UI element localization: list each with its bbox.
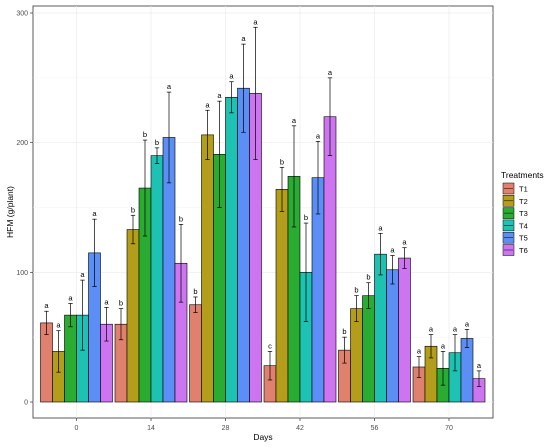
significance-letter: a	[441, 341, 446, 350]
x-tick-label: 42	[296, 425, 304, 432]
significance-letter: a	[292, 116, 297, 125]
bar-T3-day-0	[64, 314, 77, 403]
significance-letter: a	[217, 91, 222, 100]
significance-letter: a	[417, 347, 422, 356]
significance-letter: a	[328, 68, 333, 77]
significance-letter: b	[354, 286, 358, 295]
bar-T2-day-28	[201, 134, 214, 403]
significance-letter: a	[253, 17, 258, 26]
legend-label-T5: T5	[519, 234, 528, 243]
x-tick-label: 0	[75, 425, 79, 432]
significance-letter: a	[92, 209, 97, 218]
significance-letter: b	[131, 205, 135, 214]
y-tick-label: 0	[24, 400, 28, 407]
significance-letter: a	[167, 82, 172, 91]
x-tick-label: 14	[147, 425, 155, 432]
x-axis-title: Days	[253, 432, 272, 442]
significance-letter: a	[477, 361, 482, 370]
significance-letter: a	[44, 301, 49, 310]
y-tick-label: 100	[16, 270, 28, 277]
significance-letter: b	[280, 157, 284, 166]
significance-letter: b	[143, 130, 147, 139]
significance-letter: c	[268, 341, 272, 350]
bar-T6-day-42	[323, 116, 337, 403]
legend-label-T6: T6	[519, 246, 528, 255]
legend: Treatments T1 T2 T3 T4 T5 T6	[501, 170, 544, 256]
significance-letter: a	[205, 100, 210, 109]
significance-letter: a	[402, 238, 407, 247]
bar-T4-day-56	[374, 253, 387, 403]
y-tick-label: 300	[16, 11, 28, 18]
significance-letter: b	[179, 214, 183, 223]
significance-letter: a	[241, 34, 246, 43]
legend-label-T4: T4	[519, 221, 528, 230]
legend-title: Treatments	[501, 170, 544, 180]
significance-letter: a	[378, 223, 383, 232]
significance-letter: a	[465, 319, 470, 328]
x-tick-label: 70	[445, 425, 453, 432]
bar-T3-day-56	[362, 295, 375, 403]
bar-T4-day-28	[225, 96, 238, 403]
y-axis-title: HFM (g/plant)	[5, 186, 15, 238]
legend-label-T2: T2	[519, 197, 528, 206]
legend-label-T3: T3	[519, 209, 528, 218]
bar-T5-day-28	[237, 87, 250, 403]
significance-letter: b	[155, 138, 159, 147]
significance-letter: b	[366, 273, 370, 282]
y-tick-label: 200	[16, 140, 28, 147]
bar-T1-day-28	[189, 304, 202, 403]
significance-letter: a	[56, 321, 61, 330]
bar-T2-day-56	[350, 308, 363, 403]
significance-letter: a	[80, 270, 85, 279]
bar-T2-day-42	[275, 189, 289, 403]
x-tick-label: 28	[222, 425, 230, 432]
significance-letter: a	[429, 325, 434, 334]
significance-letter: a	[229, 72, 234, 81]
x-tick-label: 56	[371, 425, 379, 432]
significance-letter: a	[390, 245, 395, 254]
significance-letter: b	[304, 213, 308, 222]
bar-T5-day-70	[460, 338, 474, 403]
bar-T5-day-56	[386, 269, 399, 403]
bar-T4-day-14	[150, 155, 164, 403]
significance-letter: a	[68, 293, 73, 302]
bar-T2-day-14	[126, 229, 140, 403]
significance-letter: a	[453, 325, 458, 334]
significance-letter: b	[119, 299, 123, 308]
legend-label-T1: T1	[519, 185, 528, 194]
axes-layer: 0 100 200 300 0 14 28 42 56 70	[16, 11, 453, 433]
significance-letter: a	[104, 297, 109, 306]
bar-T6-day-56	[398, 257, 411, 403]
significance-letter: a	[316, 131, 321, 140]
significance-letter: b	[342, 327, 346, 336]
significance-letter: b	[193, 287, 197, 296]
